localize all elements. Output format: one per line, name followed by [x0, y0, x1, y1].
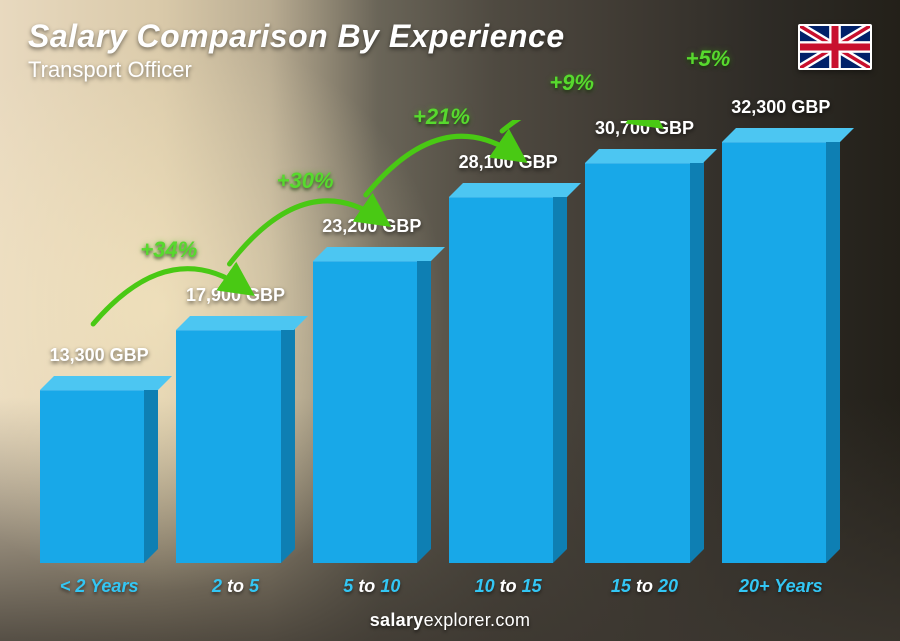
infographic-stage: Salary Comparison By Experience Transpor…	[0, 0, 900, 641]
page-title: Salary Comparison By Experience	[28, 18, 565, 55]
bar-slot: 30,700 GBP15 to 20	[585, 120, 703, 563]
bar-value-label: 30,700 GBP	[595, 118, 694, 139]
bars-row: 13,300 GBP< 2 Years17,900 GBP2 to 523,20…	[40, 120, 840, 563]
bar-side-face	[553, 183, 567, 563]
bar-side-face	[690, 149, 704, 563]
bar	[449, 197, 567, 563]
bar-slot: 13,300 GBP< 2 Years	[40, 120, 158, 563]
bar-slot: 28,100 GBP10 to 15	[449, 120, 567, 563]
title-block: Salary Comparison By Experience Transpor…	[28, 18, 565, 83]
bar-category-label: 20+ Years	[722, 576, 840, 597]
bar-top-face	[585, 149, 717, 163]
bar-category-label: 5 to 10	[313, 576, 431, 597]
bar-side-face	[144, 376, 158, 563]
bar-value-label: 28,100 GBP	[459, 152, 558, 173]
bar-category-label: 10 to 15	[449, 576, 567, 597]
bar-front-face	[313, 261, 417, 563]
bar	[40, 390, 158, 563]
bar-top-face	[449, 183, 581, 197]
increase-pct-label: +5%	[686, 46, 731, 72]
bar-front-face	[40, 390, 144, 563]
bar-front-face	[449, 197, 553, 563]
bar	[313, 261, 431, 563]
bar	[176, 330, 294, 563]
bar-top-face	[722, 128, 854, 142]
increase-pct-label: +34%	[140, 237, 197, 263]
bar-slot: 32,300 GBP20+ Years	[722, 120, 840, 563]
bar-side-face	[826, 128, 840, 563]
increase-pct-label: +30%	[277, 168, 334, 194]
bar-side-face	[417, 247, 431, 563]
increase-pct-label: +21%	[413, 104, 470, 130]
bar-category-label: 15 to 20	[585, 576, 703, 597]
increase-pct-label: +9%	[549, 70, 594, 96]
bar-category-label: < 2 Years	[40, 576, 158, 597]
bar-top-face	[40, 376, 172, 390]
bar-front-face	[585, 163, 689, 563]
bar-value-label: 13,300 GBP	[50, 345, 149, 366]
bar-side-face	[281, 316, 295, 563]
salary-bar-chart: 13,300 GBP< 2 Years17,900 GBP2 to 523,20…	[40, 120, 840, 563]
bar	[722, 142, 840, 563]
bar-front-face	[176, 330, 280, 563]
bar-value-label: 32,300 GBP	[731, 97, 830, 118]
footer-brand: salaryexplorer.com	[0, 610, 900, 631]
bar-top-face	[176, 316, 308, 330]
bar-value-label: 17,900 GBP	[186, 285, 285, 306]
bar-value-label: 23,200 GBP	[322, 216, 421, 237]
uk-flag-icon	[798, 24, 872, 70]
footer-brand-bold: salary	[370, 610, 424, 630]
bar	[585, 163, 703, 563]
bar-top-face	[313, 247, 445, 261]
page-subtitle: Transport Officer	[28, 57, 565, 83]
bar-category-label: 2 to 5	[176, 576, 294, 597]
bar-front-face	[722, 142, 826, 563]
footer-brand-rest: explorer.com	[424, 610, 531, 630]
